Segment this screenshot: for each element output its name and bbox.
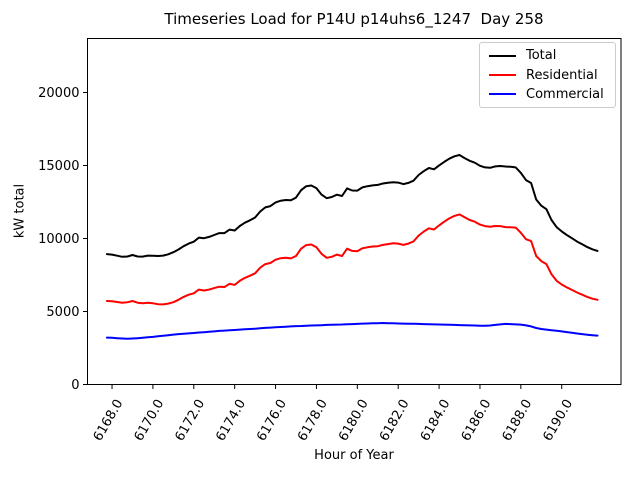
legend-line-sample-commercial xyxy=(489,93,516,96)
x-tick-label: 6182.0 xyxy=(377,397,413,444)
plot-area xyxy=(87,38,622,385)
legend-line-sample-residential xyxy=(489,74,516,76)
chart-title: Timeseries Load for P14U p14uhs6_1247 Da… xyxy=(164,10,544,28)
x-tick-label: 6168.0 xyxy=(91,397,127,444)
legend-label-residential: Residential xyxy=(526,67,598,83)
commercial-line xyxy=(105,322,599,340)
y-tick-label: 5000 xyxy=(46,305,79,320)
x-tick-label: 6176.0 xyxy=(254,397,290,444)
x-axis-label: Hour of Year xyxy=(314,448,394,463)
legend-label-total: Total xyxy=(526,48,557,64)
x-tick-label: 6180.0 xyxy=(336,397,372,444)
x-tick-label: 6172.0 xyxy=(173,397,209,444)
total-line xyxy=(105,154,599,258)
y-tick-label: 10000 xyxy=(38,232,79,247)
x-tick-label: 6190.0 xyxy=(540,397,576,444)
x-tick-label: 6186.0 xyxy=(459,397,495,444)
y-tick-label: 0 xyxy=(71,378,79,393)
legend-line-sample-total xyxy=(489,54,516,57)
legend-entry-total: Total xyxy=(489,49,615,62)
y-tick-label: 15000 xyxy=(38,159,79,174)
x-tick-label: 6178.0 xyxy=(295,397,331,444)
y-tick-label: 20000 xyxy=(38,86,79,101)
y-axis-label: kW total xyxy=(12,183,28,239)
legend-label-commercial: Commercial xyxy=(526,86,604,102)
legend-entry-residential: Residential xyxy=(489,69,615,82)
x-tick-label: 6174.0 xyxy=(213,397,249,444)
residential-line xyxy=(105,213,599,306)
legend-box: Total Residential Commercial xyxy=(479,42,616,108)
x-tick-label: 6188.0 xyxy=(500,397,536,444)
x-tick-label: 6170.0 xyxy=(132,397,168,444)
legend-entry-commercial: Commercial xyxy=(489,88,615,101)
x-tick-label: 6184.0 xyxy=(418,397,454,444)
